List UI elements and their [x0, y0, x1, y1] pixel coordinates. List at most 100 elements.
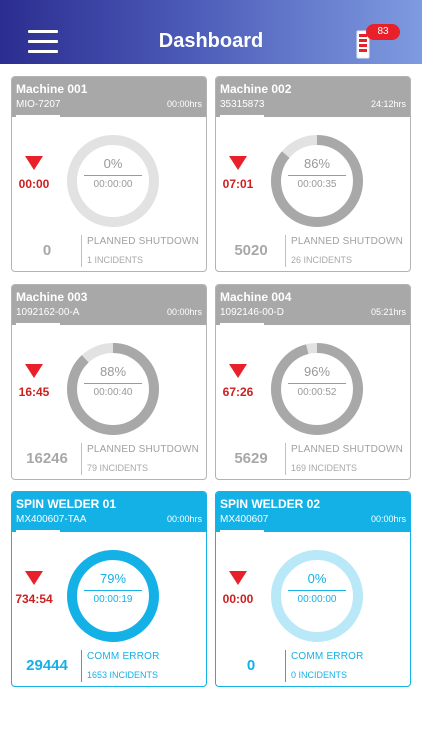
- down-arrow-icon: [229, 571, 247, 585]
- down-time: 734:54: [15, 592, 53, 606]
- percent-divider: [84, 590, 142, 591]
- machine-id: MX400607-TAA: [16, 514, 87, 525]
- footer-divider: [81, 235, 82, 267]
- header-underline: [16, 530, 60, 532]
- progress-ring: [271, 343, 363, 435]
- status-label: COMM ERROR: [87, 651, 160, 662]
- card-header: Machine 001 MIO-7207 00:00hrs: [12, 77, 206, 117]
- percent-label: 79%: [99, 571, 127, 586]
- duration-label: 00:00:00: [93, 179, 133, 190]
- incidents-label: 1653 INCIDENTS: [87, 670, 159, 680]
- battery-icon: [356, 30, 370, 59]
- machine-id: 1092146-00-D: [220, 307, 284, 318]
- machine-name: Machine 001: [16, 82, 88, 96]
- machine-card-4[interactable]: Machine 004 1092146-00-D 05:21hrs 67:26 …: [215, 284, 411, 480]
- percent-label: 0%: [103, 156, 123, 171]
- card-header: SPIN WELDER 01 MX400607-TAA 00:00hrs: [12, 492, 206, 532]
- duration-label: 00:00:19: [93, 594, 133, 605]
- card-header: Machine 003 1092162-00-A 00:00hrs: [12, 285, 206, 325]
- machine-name: SPIN WELDER 02: [220, 497, 321, 511]
- card-header: Machine 002 35315873 24:12hrs: [216, 77, 410, 117]
- notification-badge: 83: [366, 24, 400, 40]
- machine-hours: 05:21hrs: [370, 307, 406, 317]
- down-arrow-icon: [229, 156, 247, 170]
- cycle-count: 5020: [234, 242, 268, 259]
- card-header: SPIN WELDER 02 MX400607 00:00hrs: [216, 492, 410, 532]
- status-label: PLANNED SHUTDOWN: [291, 444, 404, 455]
- machine-id: 35315873: [220, 99, 265, 110]
- footer-divider: [81, 443, 82, 475]
- down-time: 00:00: [18, 177, 50, 191]
- percent-divider: [288, 175, 346, 176]
- cycle-count: 0: [246, 657, 256, 674]
- cycle-count: 16246: [26, 450, 68, 467]
- progress-ring: [67, 550, 159, 642]
- machine-name: SPIN WELDER 01: [16, 497, 117, 511]
- progress-ring: [271, 135, 363, 227]
- status-label: COMM ERROR: [291, 651, 364, 662]
- card-header: Machine 004 1092146-00-D 05:21hrs: [216, 285, 410, 325]
- percent-label: 96%: [303, 364, 331, 379]
- machine-hours: 24:12hrs: [370, 99, 406, 109]
- machine-id: 1092162-00-A: [16, 307, 80, 318]
- notifications-button[interactable]: 83: [356, 24, 402, 60]
- machine-card-1[interactable]: Machine 001 MIO-7207 00:00hrs 00:00 0% 0…: [11, 76, 207, 272]
- down-time: 07:01: [222, 177, 254, 191]
- machine-id: MIO-7207: [16, 99, 61, 110]
- header-underline: [16, 115, 60, 117]
- duration-label: 00:00:35: [297, 179, 337, 190]
- hamburger-menu-icon[interactable]: [28, 30, 58, 54]
- percent-divider: [84, 383, 142, 384]
- machine-id: MX400607: [220, 514, 269, 525]
- footer-divider: [285, 235, 286, 267]
- percent-divider: [288, 383, 346, 384]
- percent-label: 86%: [303, 156, 331, 171]
- header-underline: [16, 323, 60, 325]
- machine-card-5[interactable]: SPIN WELDER 01 MX400607-TAA 00:00hrs 734…: [11, 491, 207, 687]
- machine-card-2[interactable]: Machine 002 35315873 24:12hrs 07:01 86% …: [215, 76, 411, 272]
- percent-label: 0%: [307, 571, 327, 586]
- machine-hours: 00:00hrs: [166, 307, 202, 317]
- duration-label: 00:00:00: [297, 594, 337, 605]
- incidents-label: 169 INCIDENTS: [291, 463, 358, 473]
- cycle-count: 5629: [234, 450, 268, 467]
- incidents-label: 0 INCIDENTS: [291, 670, 348, 680]
- down-arrow-icon: [25, 156, 43, 170]
- machine-hours: 00:00hrs: [166, 514, 202, 524]
- header-underline: [220, 530, 264, 532]
- cycle-count: 29444: [26, 657, 68, 674]
- status-label: PLANNED SHUTDOWN: [87, 236, 200, 247]
- cycle-count: 0: [42, 242, 52, 259]
- machine-name: Machine 002: [220, 82, 292, 96]
- machine-card-6[interactable]: SPIN WELDER 02 MX400607 00:00hrs 00:00 0…: [215, 491, 411, 687]
- header-underline: [220, 115, 264, 117]
- footer-divider: [81, 650, 82, 682]
- incidents-label: 79 INCIDENTS: [87, 463, 149, 473]
- machine-name: Machine 004: [220, 290, 292, 304]
- down-arrow-icon: [25, 364, 43, 378]
- machine-hours: 00:00hrs: [166, 99, 202, 109]
- machine-name: Machine 003: [16, 290, 88, 304]
- machine-hours: 00:00hrs: [370, 514, 406, 524]
- footer-divider: [285, 443, 286, 475]
- percent-divider: [84, 175, 142, 176]
- header-underline: [220, 323, 264, 325]
- progress-ring: [271, 550, 363, 642]
- down-time: 00:00: [222, 592, 254, 606]
- machine-card-3[interactable]: Machine 003 1092162-00-A 00:00hrs 16:45 …: [11, 284, 207, 480]
- down-arrow-icon: [25, 571, 43, 585]
- app-header: Dashboard 83: [0, 0, 422, 64]
- incidents-label: 26 INCIDENTS: [291, 255, 353, 265]
- percent-divider: [288, 590, 346, 591]
- duration-label: 00:00:52: [297, 387, 337, 398]
- page-title: Dashboard: [158, 30, 264, 52]
- down-time: 67:26: [222, 385, 254, 399]
- incidents-label: 1 INCIDENTS: [87, 255, 144, 265]
- status-label: PLANNED SHUTDOWN: [87, 444, 200, 455]
- progress-ring: [67, 343, 159, 435]
- down-arrow-icon: [229, 364, 247, 378]
- progress-ring: [67, 135, 159, 227]
- footer-divider: [285, 650, 286, 682]
- duration-label: 00:00:40: [93, 387, 133, 398]
- status-label: PLANNED SHUTDOWN: [291, 236, 404, 247]
